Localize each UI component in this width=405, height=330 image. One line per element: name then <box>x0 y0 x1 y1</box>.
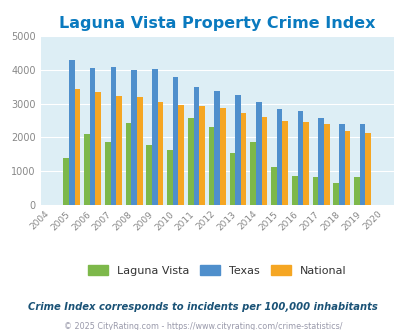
Legend: Laguna Vista, Texas, National: Laguna Vista, Texas, National <box>83 261 350 280</box>
Bar <box>240 113 246 205</box>
Bar <box>157 102 163 205</box>
Bar <box>303 122 308 205</box>
Bar <box>364 133 370 205</box>
Bar <box>312 177 318 205</box>
Bar <box>344 131 350 205</box>
Bar <box>116 96 121 205</box>
Bar <box>276 109 281 205</box>
Bar <box>90 68 95 205</box>
Bar <box>229 153 234 205</box>
Bar <box>271 167 276 205</box>
Text: Crime Index corresponds to incidents per 100,000 inhabitants: Crime Index corresponds to incidents per… <box>28 302 377 312</box>
Bar <box>131 70 136 205</box>
Bar <box>261 117 266 205</box>
Bar <box>178 105 183 205</box>
Text: © 2025 CityRating.com - https://www.cityrating.com/crime-statistics/: © 2025 CityRating.com - https://www.city… <box>64 322 341 330</box>
Bar <box>126 123 131 205</box>
Bar <box>323 124 329 205</box>
Bar <box>220 108 225 205</box>
Bar <box>104 142 110 205</box>
Bar <box>359 124 364 205</box>
Bar <box>199 106 205 205</box>
Bar <box>63 158 69 205</box>
Bar <box>297 111 303 205</box>
Bar <box>281 121 287 205</box>
Bar <box>208 126 214 205</box>
Bar <box>250 142 255 205</box>
Bar <box>110 67 116 205</box>
Bar <box>84 134 90 205</box>
Bar <box>167 150 173 205</box>
Bar <box>75 89 80 205</box>
Bar <box>69 60 75 205</box>
Bar <box>255 102 261 205</box>
Bar <box>95 92 101 205</box>
Bar <box>188 118 193 205</box>
Bar <box>214 91 220 205</box>
Bar <box>152 69 157 205</box>
Bar <box>354 177 359 205</box>
Bar <box>136 97 142 205</box>
Bar <box>234 95 240 205</box>
Bar <box>333 183 338 205</box>
Bar <box>291 176 297 205</box>
Bar <box>173 77 178 205</box>
Bar <box>146 145 152 205</box>
Title: Laguna Vista Property Crime Index: Laguna Vista Property Crime Index <box>59 16 375 31</box>
Bar <box>193 87 199 205</box>
Bar <box>318 118 323 205</box>
Bar <box>338 124 344 205</box>
